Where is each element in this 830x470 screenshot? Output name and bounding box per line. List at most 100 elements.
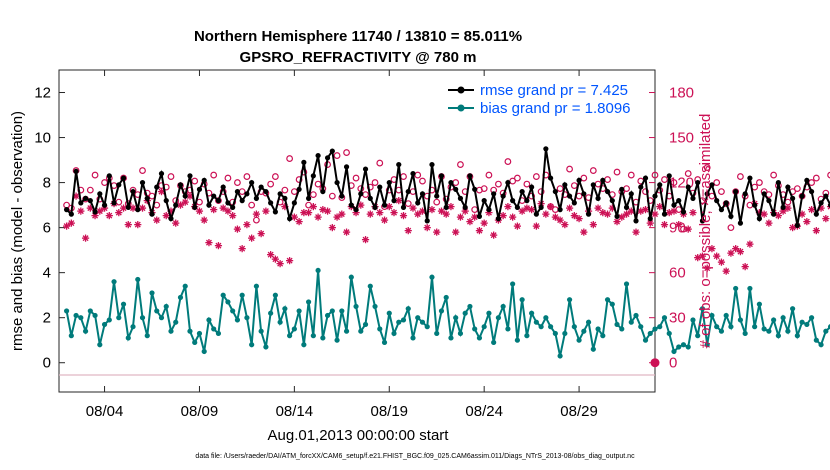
obs-possible-point	[433, 198, 441, 206]
bias-line	[65, 270, 830, 357]
bias-point	[296, 308, 302, 314]
obs-assimilated-point	[589, 221, 597, 229]
obs-possible-point	[827, 171, 830, 179]
obs-assimilated-point	[703, 264, 711, 272]
rmse-point	[424, 218, 430, 224]
bias-point	[320, 335, 326, 341]
obs-possible-point	[139, 167, 146, 174]
bias-point	[249, 342, 255, 348]
rmse-point	[685, 184, 691, 190]
obs-possible-point	[191, 177, 199, 185]
bias-point	[510, 281, 516, 287]
obs-possible-point	[238, 188, 246, 195]
bias-point	[709, 312, 715, 319]
rmse-point	[73, 168, 79, 174]
bias-point	[638, 324, 644, 330]
obs-assimilated-point	[376, 209, 384, 217]
obs-possible-point	[727, 224, 735, 232]
y-tick-label: 12	[34, 85, 51, 102]
rmse-point	[529, 184, 535, 190]
rmse-point	[462, 204, 468, 210]
obs-assimilated-point	[713, 252, 721, 260]
bias-point	[794, 333, 800, 339]
obs-assimilated-point	[542, 210, 550, 218]
obs-possible-point	[343, 149, 350, 156]
obs-possible-point	[556, 185, 564, 192]
bias-point	[101, 321, 108, 328]
obs-assimilated-point	[641, 206, 650, 214]
obs-assimilated-point	[504, 203, 512, 211]
obs-assimilated-point	[271, 255, 279, 263]
obs-assimilated-point	[732, 245, 740, 253]
obs-possible-point	[414, 171, 422, 179]
rmse-point	[334, 179, 340, 186]
y2-tick-label: 60	[669, 265, 686, 282]
obs-assimilated-point	[651, 210, 659, 218]
rmse-point	[500, 193, 506, 199]
bias-point	[438, 308, 445, 314]
obs-assimilated-point	[722, 267, 730, 275]
obs-assimilated-point	[423, 224, 431, 232]
bias-point	[82, 328, 89, 334]
obs-possible-point	[570, 182, 578, 189]
y-tick-label: 0	[43, 355, 51, 372]
rmse-point	[82, 195, 89, 201]
bias-point	[367, 283, 373, 289]
rmse-point	[201, 177, 207, 183]
obs-possible-point	[267, 180, 275, 188]
rmse-point	[638, 184, 644, 190]
obs-assimilated-point	[561, 221, 569, 229]
rmse-point	[818, 200, 824, 206]
obs-assimilated-point	[532, 222, 540, 230]
obs-assimilated-point	[395, 197, 403, 205]
rmse-point	[339, 193, 345, 199]
bias-point	[334, 337, 340, 343]
obs-possible-point	[333, 152, 341, 159]
rmse-point	[244, 191, 250, 197]
bias-series	[63, 267, 830, 359]
obs-possible-point	[371, 179, 379, 186]
data-file-footnote: data file: /Users/raeder/DAI/ATM_forcXX/…	[195, 453, 635, 460]
obs-possible-point	[784, 198, 792, 206]
x-axis-label: Aug.01,2013 00:00:00 start	[268, 427, 450, 444]
bias-point	[771, 317, 777, 323]
obs-assimilated-point	[708, 245, 716, 253]
rmse-point	[747, 175, 753, 181]
rmse-point	[177, 182, 184, 188]
rmse-point	[823, 193, 829, 199]
bias-point	[524, 333, 530, 339]
obs-assimilated-point	[338, 210, 346, 218]
rmse-point	[386, 179, 392, 186]
rmse-point	[372, 204, 378, 210]
rmse-point	[381, 202, 388, 208]
rmse-point	[443, 204, 449, 210]
bias-point	[609, 301, 615, 307]
rmse-point	[92, 209, 98, 215]
rmse-point	[552, 188, 558, 195]
obs-assimilated-point	[105, 212, 113, 220]
bias-point	[173, 319, 179, 325]
obs-assimilated-point	[172, 219, 180, 227]
bias-point	[676, 344, 682, 350]
bias-point	[486, 310, 492, 316]
obs-assimilated-point	[499, 212, 507, 220]
x-tick-label: 08/29	[560, 403, 598, 420]
rmse-point	[790, 195, 796, 201]
obs-assimilated-point	[551, 213, 559, 221]
bias-point	[253, 283, 260, 289]
obs-assimilated-point	[295, 218, 303, 226]
y2-tick-label: 0	[669, 355, 677, 372]
obs-assimilated-point	[774, 212, 782, 220]
bias-point	[63, 308, 70, 314]
y2-axis-label: # of obs: o=possible; ×=assimilated	[697, 114, 714, 349]
obs-assimilated-point	[580, 228, 588, 236]
bias-point	[282, 306, 288, 312]
rmse-point	[158, 170, 165, 177]
bias-point	[149, 290, 155, 296]
bias-point	[472, 326, 478, 332]
rmse-point	[173, 202, 179, 208]
x-tick-label: 08/24	[465, 403, 503, 420]
legend-bias-marker	[457, 104, 465, 112]
rmse-point	[756, 216, 762, 222]
chart-title: Northern Hemisphere 11740 / 13810 = 85.0…	[194, 28, 522, 45]
